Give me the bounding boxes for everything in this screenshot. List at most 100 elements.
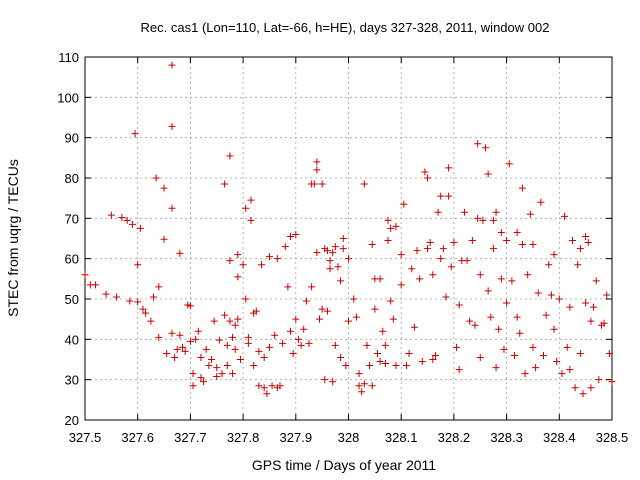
data-point — [215, 336, 223, 344]
data-point — [126, 297, 134, 305]
data-point — [255, 382, 263, 390]
data-point — [474, 214, 482, 222]
data-point — [226, 152, 234, 160]
data-point — [450, 239, 458, 247]
data-point — [476, 353, 484, 361]
y-tick-label: 60 — [65, 252, 79, 267]
data-point — [337, 353, 345, 361]
data-point — [476, 271, 484, 279]
data-point — [460, 208, 468, 216]
data-point — [576, 245, 584, 253]
data-point — [518, 241, 526, 249]
data-point — [429, 271, 437, 279]
data-point — [500, 345, 508, 353]
data-point — [518, 184, 526, 192]
data-point — [168, 122, 176, 130]
data-point — [381, 360, 389, 368]
data-point — [186, 337, 194, 345]
y-axis-label: STEC from uqrg / TECUs — [5, 159, 21, 317]
data-point — [534, 289, 542, 297]
data-point — [545, 261, 553, 269]
data-point — [244, 339, 252, 347]
data-point — [397, 251, 405, 259]
data-point — [313, 166, 321, 174]
data-point — [155, 333, 163, 341]
data-point — [431, 351, 439, 359]
x-tick-label: 327.5 — [69, 430, 102, 445]
data-point — [197, 353, 205, 361]
data-point — [513, 313, 521, 321]
data-point — [231, 321, 239, 329]
x-tick-label: 328.1 — [385, 430, 418, 445]
data-point — [434, 208, 442, 216]
x-tick-label: 327.9 — [280, 430, 313, 445]
data-point — [387, 224, 395, 232]
data-point — [376, 358, 384, 366]
data-point — [429, 356, 437, 363]
data-point — [561, 212, 569, 220]
data-point — [202, 345, 210, 353]
data-point — [207, 356, 215, 363]
data-point — [600, 319, 608, 327]
data-point — [92, 281, 100, 289]
data-point — [160, 235, 168, 243]
data-point — [571, 384, 579, 392]
data-point — [189, 382, 197, 390]
data-point — [292, 315, 300, 323]
data-point — [503, 237, 511, 245]
x-tick-label: 328 — [338, 430, 360, 445]
data-point — [376, 275, 384, 283]
data-point — [302, 297, 310, 305]
data-point — [484, 170, 492, 178]
x-tick-label: 328.5 — [596, 430, 629, 445]
data-point — [350, 295, 358, 303]
data-point — [197, 374, 205, 382]
data-point — [308, 283, 316, 291]
data-point — [558, 370, 566, 378]
data-point — [355, 382, 363, 390]
data-point — [210, 317, 218, 325]
data-point — [305, 339, 313, 347]
data-point — [268, 382, 276, 390]
data-point — [455, 366, 463, 374]
data-point — [192, 335, 200, 343]
data-point — [471, 321, 479, 329]
data-point — [107, 211, 115, 219]
data-point — [213, 364, 221, 372]
data-point — [439, 245, 447, 253]
data-point — [316, 315, 324, 323]
data-point — [128, 220, 136, 228]
data-point — [171, 353, 179, 361]
data-point — [592, 277, 600, 285]
data-point — [553, 358, 561, 366]
data-point — [329, 249, 337, 257]
data-point — [234, 315, 242, 323]
data-point — [339, 235, 347, 242]
data-point — [360, 380, 368, 388]
data-point — [587, 317, 595, 325]
y-tick-label: 70 — [65, 211, 79, 226]
data-point — [300, 325, 308, 333]
data-point — [276, 382, 284, 390]
data-point — [416, 275, 424, 283]
y-tick-label: 80 — [65, 171, 79, 186]
x-axis: 327.5 327.6 327.7 327.8 327.9 328 328.1 328.2 32… — [69, 57, 629, 445]
data-point — [532, 364, 540, 372]
data-point — [260, 353, 268, 361]
data-point — [136, 224, 144, 232]
data-point — [373, 349, 381, 357]
data-point — [310, 180, 318, 188]
data-point — [223, 341, 231, 349]
data-point — [400, 200, 408, 208]
data-point — [563, 343, 571, 351]
y-tick-label: 30 — [65, 373, 79, 388]
data-point — [366, 362, 374, 370]
data-point — [181, 347, 189, 355]
data-point — [497, 275, 505, 283]
data-point — [463, 257, 471, 265]
data-point — [239, 261, 247, 269]
data-point — [168, 329, 176, 337]
data-point — [424, 245, 432, 253]
data-point — [474, 140, 482, 148]
data-point — [468, 237, 476, 245]
